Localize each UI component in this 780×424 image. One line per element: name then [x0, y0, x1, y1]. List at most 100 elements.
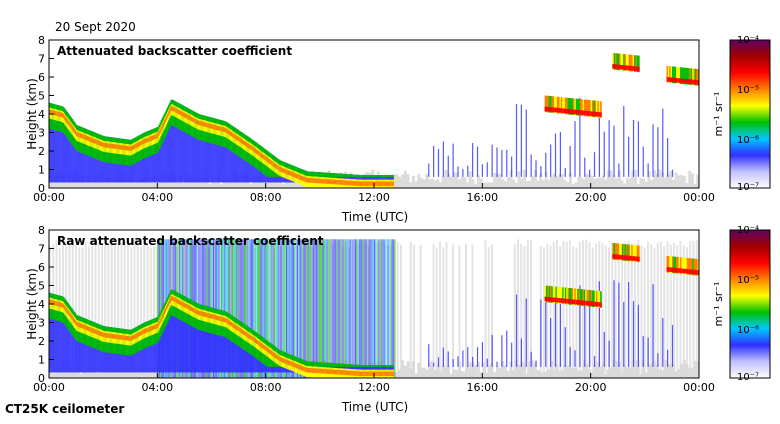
- elevated-layer-cell: [559, 298, 562, 303]
- aerosol-cell: [357, 364, 360, 367]
- aerosol-cell: [361, 365, 363, 367]
- elevated-layer-cell: [564, 298, 567, 304]
- aerosol-cell: [328, 172, 330, 177]
- elevated-layer-cell: [616, 243, 618, 261]
- noise-streak: [332, 239, 334, 378]
- aerosol-cell: [309, 178, 311, 183]
- aerosol-cell: [264, 155, 267, 161]
- aerosol-cell: [374, 371, 376, 377]
- noise-streak: [387, 239, 389, 378]
- noise-cell: [422, 367, 426, 378]
- noise-streak: [345, 239, 347, 378]
- noise-cell: [105, 177, 109, 188]
- noise-cell: [526, 239, 529, 378]
- noise-cell: [512, 179, 516, 188]
- noise-cell: [582, 178, 586, 188]
- aerosol-cell: [143, 139, 145, 144]
- noise-cell: [398, 369, 402, 378]
- aerosol-cell: [356, 364, 359, 373]
- aerosol-cell: [363, 175, 365, 177]
- aerosol-cell: [228, 313, 231, 373]
- noise-cell: [219, 184, 223, 188]
- aerosol-cell: [176, 108, 179, 114]
- noise-cell: [484, 239, 487, 378]
- aerosol-cell: [120, 335, 122, 340]
- aerosol-cell: [383, 365, 386, 367]
- noise-cell: [479, 178, 483, 188]
- aerosol-cell: [340, 180, 342, 185]
- noise-cell: [92, 181, 96, 188]
- elevated-layer-cell: [634, 245, 636, 262]
- aerosol-cell: [369, 181, 372, 187]
- aerosol-cell: [109, 333, 112, 339]
- aerosol-cell: [239, 137, 242, 143]
- aerosol-cell: [127, 335, 129, 341]
- aerosol-cell: [313, 368, 315, 373]
- aerosol-cell: [314, 368, 316, 374]
- noise-cell: [661, 369, 665, 378]
- noise-cell: [541, 179, 545, 188]
- aerosol-cell: [115, 334, 117, 339]
- noise-streak: [361, 239, 364, 378]
- aerosol-cell: [117, 144, 119, 150]
- elevated-layer-cell: [577, 98, 579, 116]
- aerosol-cell: [315, 178, 317, 184]
- aerosol-cell: [82, 317, 85, 373]
- aerosol-cell: [99, 331, 102, 336]
- noise-streak: [241, 239, 243, 378]
- aerosol-cell: [366, 181, 368, 187]
- aerosol-cell: [197, 113, 199, 183]
- noise-cell: [435, 247, 438, 378]
- elevated-layer-cell: [567, 108, 570, 114]
- elevated-layer-cell: [555, 96, 558, 114]
- elevated-layer-cell: [632, 245, 635, 262]
- elevated-layer-cell: [688, 269, 690, 274]
- elevated-layer-cell: [556, 286, 559, 304]
- elevated-layer-cell: [593, 301, 595, 307]
- noise-cell: [531, 175, 535, 188]
- elevated-layer-cell: [573, 299, 575, 305]
- aerosol-cell: [216, 125, 219, 131]
- aerosol-cell: [333, 363, 336, 367]
- aerosol-cell: [116, 334, 118, 340]
- aerosol-cell: [86, 136, 89, 141]
- noise-cell: [170, 368, 174, 378]
- noise-streak: [357, 239, 359, 378]
- aerosol-cell: [368, 175, 371, 177]
- noise-cell: [422, 179, 426, 188]
- noise-cell: [413, 244, 415, 378]
- aerosol-cell: [270, 349, 272, 355]
- noise-cell: [227, 178, 231, 188]
- elevated-layer-cell: [573, 98, 575, 116]
- aerosol-cell: [344, 180, 347, 186]
- aerosol-cell: [175, 108, 178, 113]
- noise-streak: [342, 239, 345, 378]
- noise-cell: [550, 361, 554, 378]
- aerosol-cell: [279, 356, 282, 362]
- elevated-layer-cell: [667, 267, 670, 272]
- aerosol-cell: [304, 367, 307, 372]
- aerosol-cell: [211, 307, 213, 373]
- aerosol-cell: [190, 110, 193, 183]
- noise-cell: [447, 173, 451, 188]
- aerosol-cell: [333, 179, 336, 185]
- noise-cell: [92, 367, 96, 378]
- aerosol-cell: [261, 153, 263, 158]
- noise-cell: [513, 244, 516, 378]
- aerosol-cell: [52, 293, 54, 373]
- noise-cell: [222, 180, 226, 188]
- aerosol-cell: [67, 309, 69, 315]
- aerosol-cell: [224, 317, 226, 323]
- colorbar-bottom-tick-3: 10⁻⁴: [737, 225, 759, 236]
- aerosol-streak: [579, 285, 581, 367]
- noise-cell: [468, 171, 472, 188]
- date-label: 20 Sept 2020: [55, 20, 136, 34]
- aerosol-cell: [223, 310, 225, 373]
- aerosol-cell: [80, 316, 82, 373]
- aerosol-streak: [520, 104, 522, 177]
- colorbar-top-tick-3: 10⁻⁴: [737, 35, 759, 46]
- noise-cell: [104, 244, 107, 378]
- aerosol-cell: [340, 363, 342, 373]
- aerosol-cell: [353, 174, 355, 177]
- aerosol-cell: [384, 371, 387, 377]
